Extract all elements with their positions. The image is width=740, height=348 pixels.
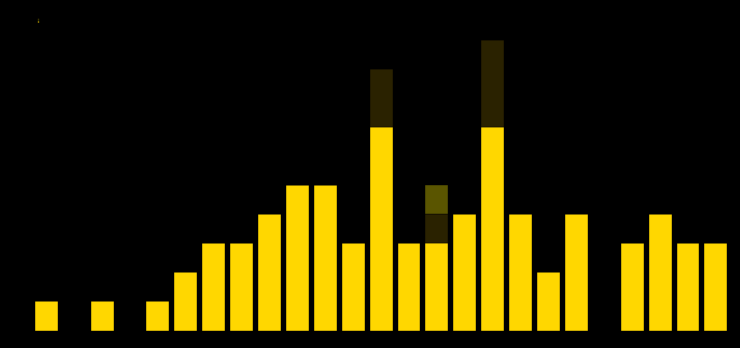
- Bar: [481, 127, 504, 331]
- Bar: [147, 301, 169, 331]
- Legend: , , : , ,: [37, 17, 39, 22]
- Bar: [202, 243, 225, 331]
- Bar: [286, 185, 309, 331]
- Bar: [175, 272, 198, 331]
- Bar: [397, 243, 420, 331]
- Bar: [704, 243, 727, 331]
- Bar: [258, 214, 281, 331]
- Bar: [649, 214, 671, 331]
- Bar: [342, 243, 365, 331]
- Bar: [230, 243, 253, 331]
- Bar: [565, 214, 588, 331]
- Bar: [676, 243, 699, 331]
- Bar: [425, 185, 448, 214]
- Bar: [314, 185, 337, 331]
- Bar: [481, 40, 504, 127]
- Bar: [621, 243, 644, 331]
- Bar: [425, 214, 448, 243]
- Bar: [509, 214, 532, 331]
- Bar: [370, 127, 392, 331]
- Bar: [35, 301, 58, 331]
- Bar: [425, 243, 448, 331]
- Bar: [370, 69, 392, 127]
- Bar: [454, 214, 477, 331]
- Bar: [537, 272, 560, 331]
- Bar: [91, 301, 113, 331]
